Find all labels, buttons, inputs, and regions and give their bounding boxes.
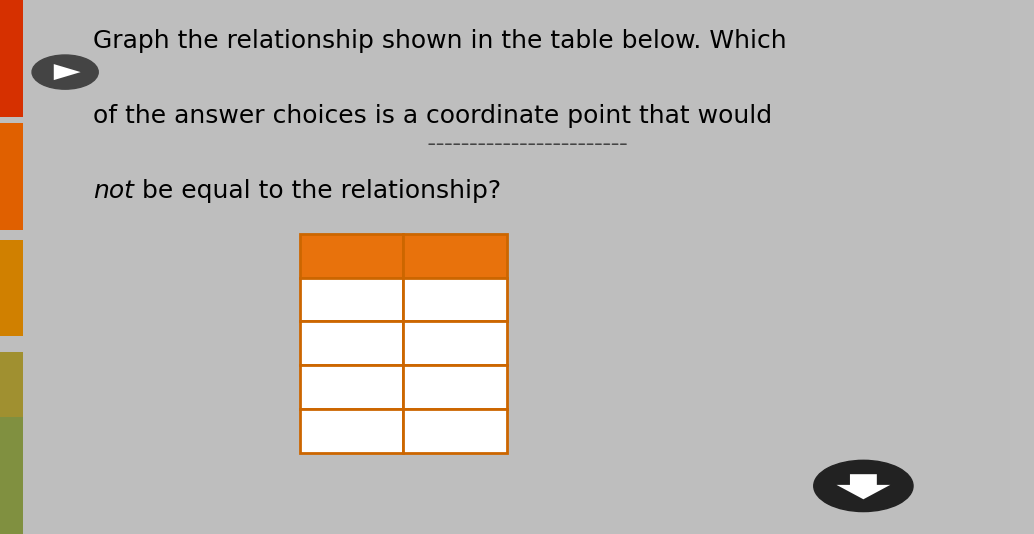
Text: 4: 4	[447, 288, 463, 311]
Text: 3: 3	[343, 375, 360, 399]
Text: of the answer choices is a: of the answer choices is a	[93, 104, 426, 128]
Text: x: x	[343, 244, 360, 268]
Text: 4: 4	[343, 419, 360, 443]
Text: y: y	[447, 244, 463, 268]
Text: 2: 2	[343, 332, 360, 355]
Text: coordinate point: coordinate point	[426, 104, 631, 128]
Text: 12: 12	[439, 375, 470, 399]
Text: Graph the relationship shown in the table below. Which: Graph the relationship shown in the tabl…	[93, 29, 787, 53]
Text: 1: 1	[343, 288, 360, 311]
Text: not: not	[93, 179, 134, 203]
Text: 8: 8	[447, 332, 463, 355]
Text: 16: 16	[439, 419, 470, 443]
Text: be equal to the relationship?: be equal to the relationship?	[134, 179, 501, 203]
Text: that would: that would	[631, 104, 772, 128]
